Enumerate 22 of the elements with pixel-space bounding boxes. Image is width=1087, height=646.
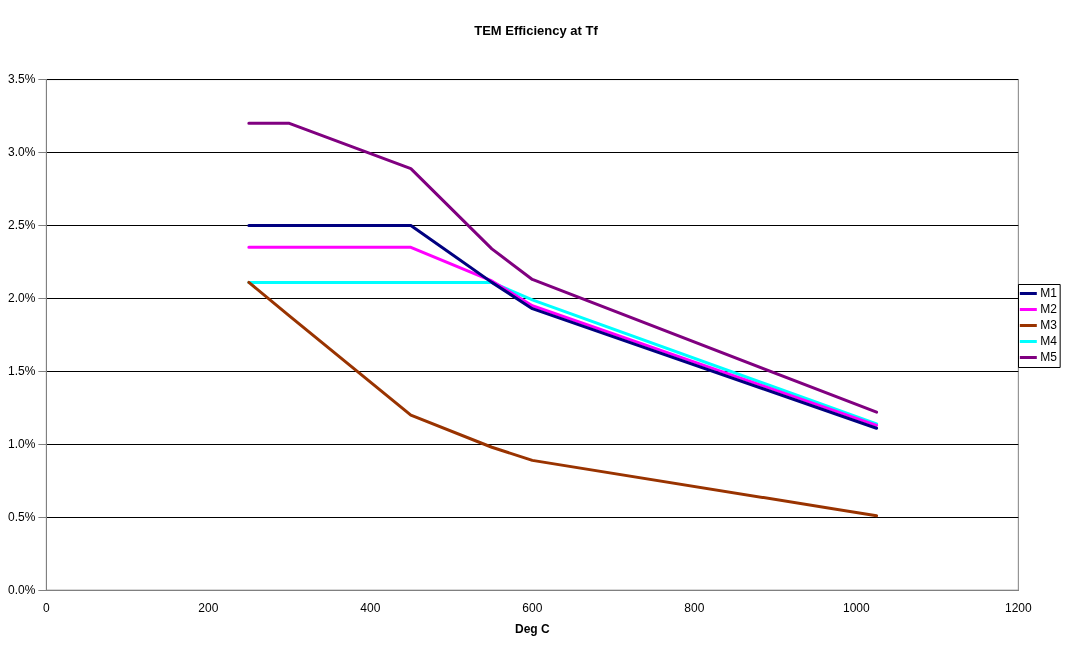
- y-tick-label: 3.5%: [7, 71, 36, 86]
- x-tick-label: 400: [360, 600, 381, 615]
- x-tick-label: 600: [522, 600, 543, 615]
- chart-title: TEM Efficiency at Tf: [474, 23, 599, 39]
- y-tick-label: 0.5%: [7, 509, 36, 524]
- x-axis-title: Deg C: [515, 622, 551, 637]
- legend-label: M3: [1040, 317, 1058, 332]
- legend-label: M5: [1040, 349, 1058, 364]
- x-tick-label: 800: [684, 600, 705, 615]
- x-tick-label: 1000: [842, 600, 870, 615]
- y-tick-label: 1.5%: [7, 363, 36, 378]
- legend-label: M4: [1040, 333, 1058, 348]
- y-tick-label: 2.0%: [7, 290, 36, 305]
- y-tick-label: 3.0%: [7, 144, 36, 159]
- x-tick-label: 200: [198, 600, 219, 615]
- y-tick-label: 1.0%: [7, 436, 36, 451]
- x-tick-label: 0: [43, 600, 51, 615]
- y-tick-label: 2.5%: [7, 217, 36, 232]
- y-tick-label: 0.0%: [7, 582, 36, 597]
- legend-label: M1: [1040, 285, 1058, 300]
- x-tick-label: 1200: [1004, 600, 1032, 615]
- legend-label: M2: [1040, 301, 1058, 316]
